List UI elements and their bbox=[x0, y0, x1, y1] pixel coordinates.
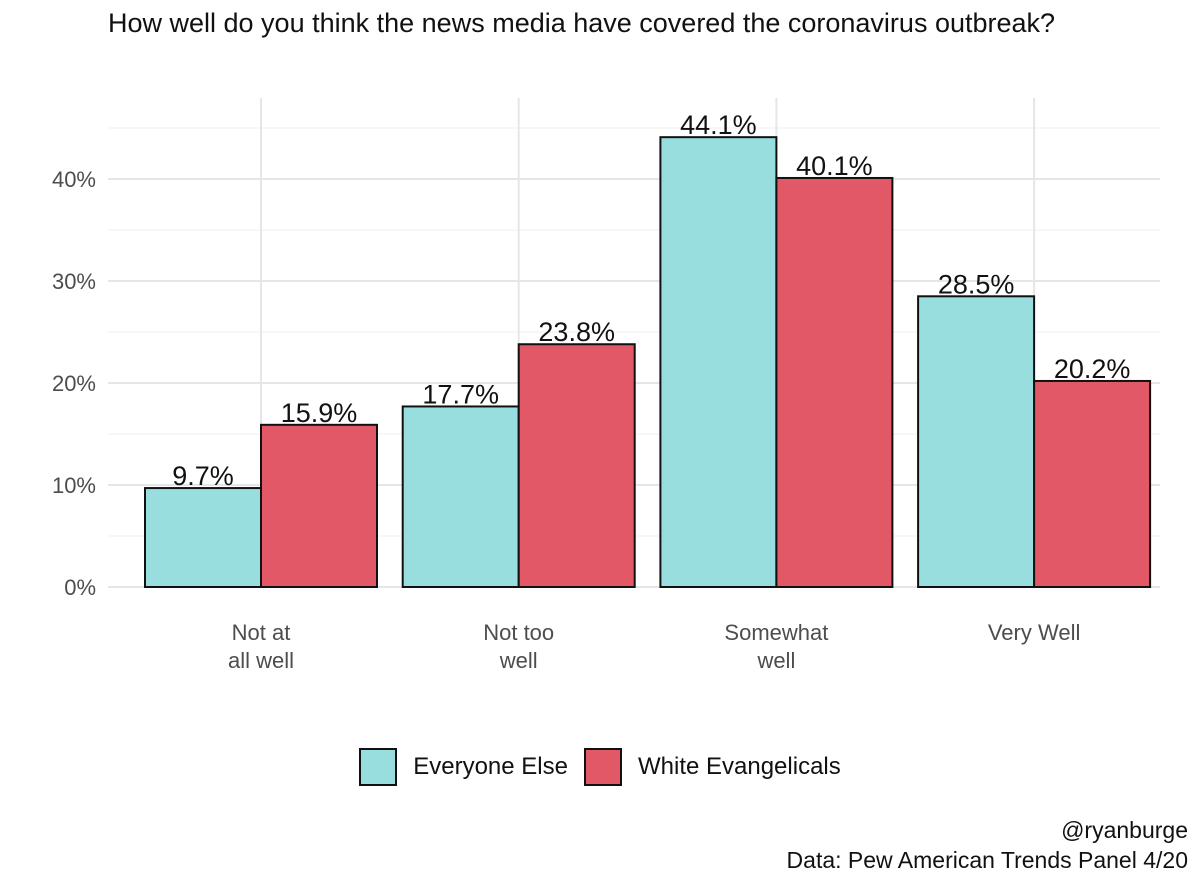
data-label: 28.5% bbox=[938, 269, 1015, 299]
x-tick-label: well bbox=[499, 648, 538, 673]
data-label: 15.9% bbox=[281, 398, 358, 428]
data-label: 23.8% bbox=[538, 317, 615, 347]
bar-white-evangelicals bbox=[1033, 379, 1152, 588]
legend-item-everyone-else: Everyone Else bbox=[359, 748, 568, 786]
x-tick-label: well bbox=[756, 648, 795, 673]
y-tick-label: 0% bbox=[64, 575, 96, 600]
bar-everyone-else bbox=[659, 136, 778, 588]
legend-key-white-evangelicals bbox=[583, 748, 622, 786]
data-label: 40.1% bbox=[796, 151, 873, 181]
bar-everyone-else bbox=[917, 295, 1036, 588]
caption-author: @ryanburge bbox=[1061, 817, 1188, 843]
bar-white-evangelicals bbox=[517, 343, 636, 588]
legend-item-white-evangelicals: White Evangelicals bbox=[583, 748, 841, 786]
legend-label-everyone-else: Everyone Else bbox=[413, 753, 568, 780]
bar-white-evangelicals bbox=[260, 423, 378, 588]
bar-white-evangelicals bbox=[775, 176, 894, 588]
y-tick-label: 10% bbox=[52, 473, 96, 498]
bar-everyone-else bbox=[401, 405, 520, 588]
legend-label-white-evangelicals: White Evangelicals bbox=[637, 753, 841, 780]
x-tick-label: Very Well bbox=[988, 620, 1081, 645]
x-tick-label: Somewhat bbox=[724, 620, 828, 645]
bar-everyone-else bbox=[144, 487, 262, 588]
x-tick-label: all well bbox=[228, 648, 294, 673]
data-label: 20.2% bbox=[1054, 354, 1131, 384]
y-tick-label: 30% bbox=[52, 269, 96, 294]
caption-source: Data: Pew American Trends Panel 4/20 bbox=[786, 847, 1188, 873]
chart-title: How well do you think the news media hav… bbox=[108, 8, 1056, 38]
x-tick-label: Not too bbox=[483, 620, 554, 645]
legend: Everyone Else White Evangelicals bbox=[0, 748, 1200, 786]
y-tick-label: 40% bbox=[52, 167, 96, 192]
data-label: 44.1% bbox=[680, 110, 757, 140]
data-label: 9.7% bbox=[172, 461, 234, 491]
y-tick-label: 20% bbox=[52, 371, 96, 396]
x-tick-label: Not at bbox=[232, 620, 291, 645]
data-label: 17.7% bbox=[422, 379, 499, 409]
caption: @ryanburge Data: Pew American Trends Pan… bbox=[787, 815, 1188, 875]
legend-key-everyone-else bbox=[359, 748, 398, 786]
